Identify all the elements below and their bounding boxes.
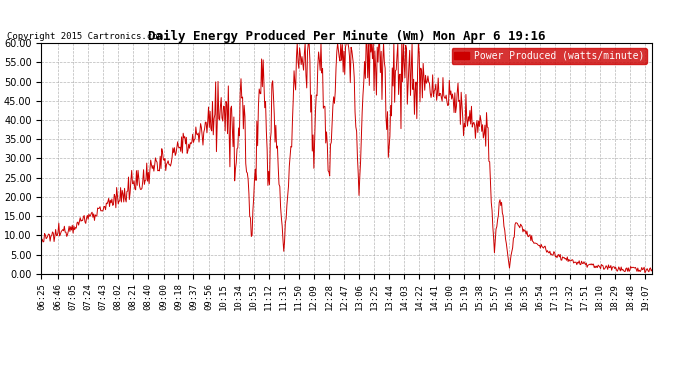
Legend: Power Produced (watts/minute): Power Produced (watts/minute) xyxy=(451,48,647,64)
Text: Copyright 2015 Cartronics.com: Copyright 2015 Cartronics.com xyxy=(7,32,163,41)
Title: Daily Energy Produced Per Minute (Wm) Mon Apr 6 19:16: Daily Energy Produced Per Minute (Wm) Mo… xyxy=(148,30,546,43)
